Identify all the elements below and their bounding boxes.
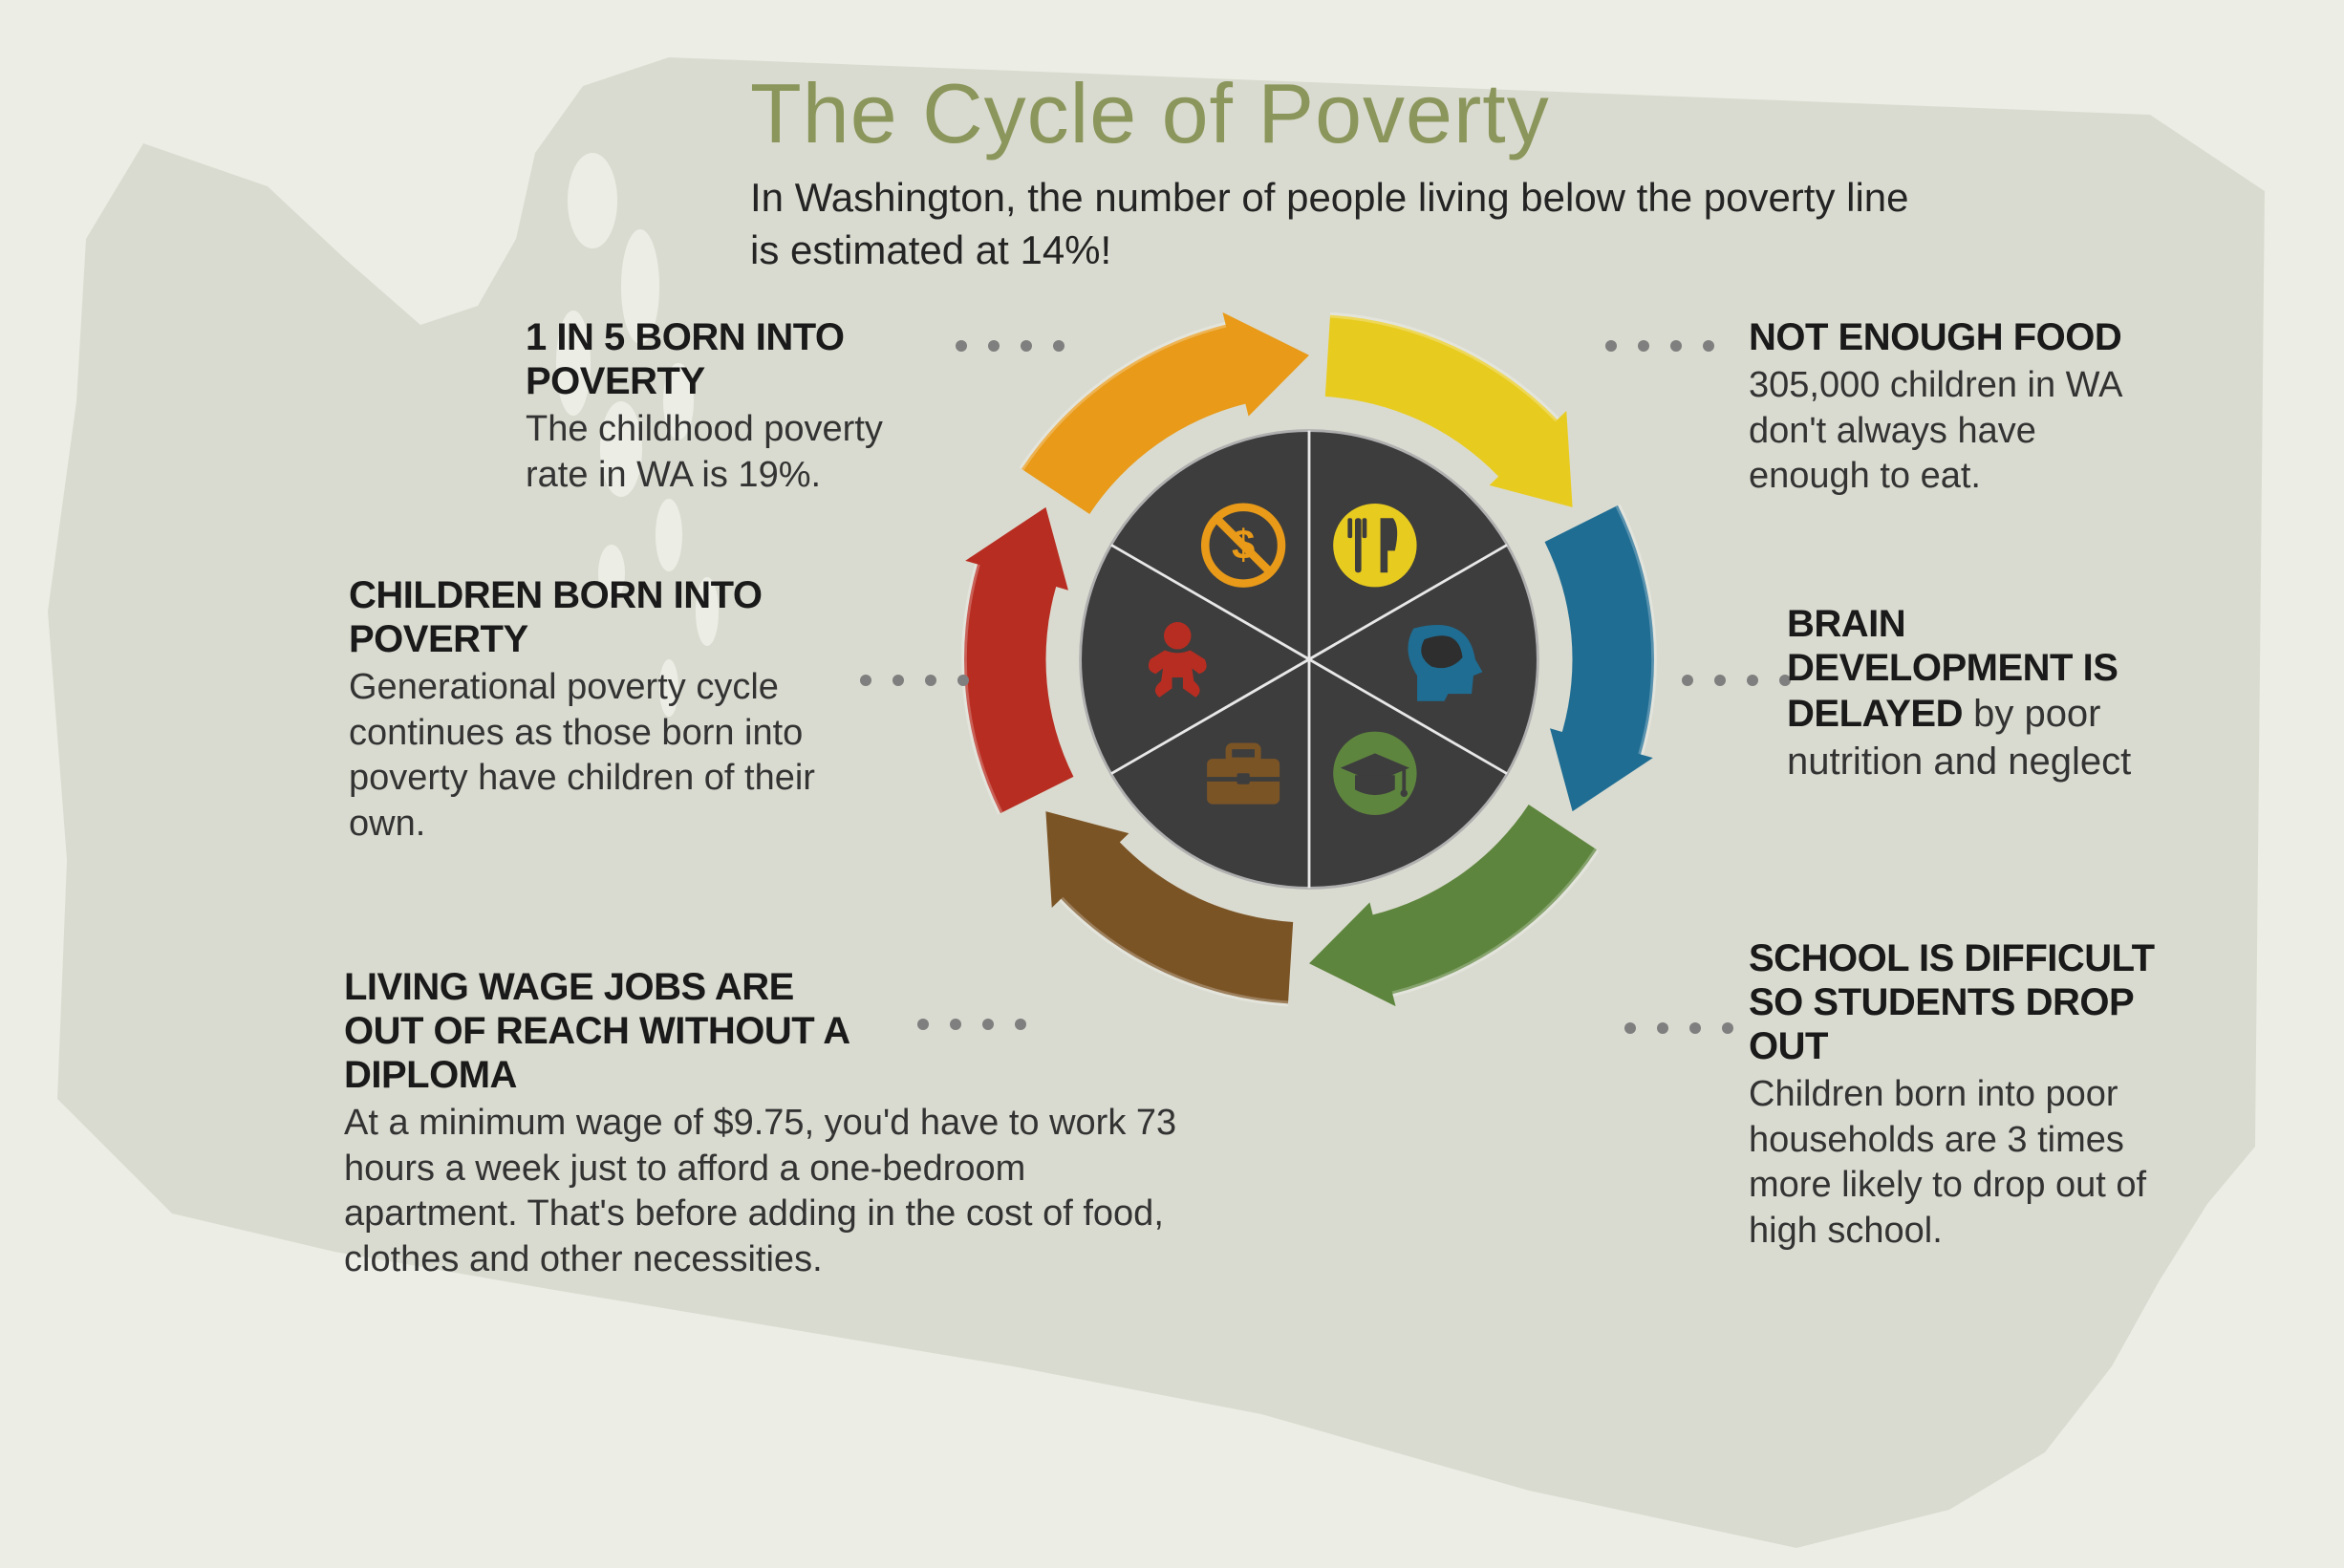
- connector-dots: [956, 340, 1064, 352]
- callout-brain-development: BRAIN DEVELOPMENT IS DELAYED by poor nut…: [1787, 602, 2188, 785]
- callout-children-born: CHILDREN BORN INTO POVERTY Generational …: [349, 573, 846, 847]
- connector-dots: [860, 675, 969, 686]
- callout-body: The childhood poverty rate in WA is 19%.: [526, 407, 936, 498]
- svg-text:$: $: [1232, 522, 1255, 569]
- connector-dots: [1624, 1022, 1733, 1034]
- callout-body: 305,000 children in WA don't always have…: [1749, 363, 2131, 500]
- fork-knife-icon: [1333, 504, 1416, 587]
- connector-dots: [1682, 675, 1791, 686]
- page-subtitle: In Washington, the number of people livi…: [750, 172, 1945, 276]
- callout-living-wage: LIVING WAGE JOBS ARE OUT OF REACH WITHOU…: [344, 965, 1204, 1282]
- callout-heading: LIVING WAGE JOBS ARE OUT OF REACH WITHOU…: [344, 965, 879, 1097]
- grad-cap-icon: [1333, 732, 1416, 815]
- connector-dots: [1605, 340, 1714, 352]
- callout-school-dropout: SCHOOL IS DIFFICULT SO STUDENTS DROP OUT…: [1749, 936, 2169, 1254]
- callout-heading: SCHOOL IS DIFFICULT SO STUDENTS DROP OUT: [1749, 936, 2169, 1068]
- callout-heading: CHILDREN BORN INTO POVERTY: [349, 573, 846, 661]
- callout-heading: NOT ENOUGH FOOD: [1749, 315, 2131, 359]
- callout-born-into-poverty: 1 IN 5 BORN INTO POVERTY The childhood p…: [526, 315, 936, 498]
- callout-not-enough-food: NOT ENOUGH FOOD 305,000 children in WA d…: [1749, 315, 2131, 500]
- cycle-wheel: $: [946, 296, 1672, 1022]
- callout-body: Children born into poor households are 3…: [1749, 1072, 2169, 1254]
- callout-heading: 1 IN 5 BORN INTO POVERTY: [526, 315, 936, 403]
- callout-body: At a minimum wage of $9.75, you'd have t…: [344, 1101, 1204, 1282]
- callout-body: Generational poverty cycle continues as …: [349, 665, 846, 847]
- page-title: The Cycle of Poverty: [750, 65, 1550, 162]
